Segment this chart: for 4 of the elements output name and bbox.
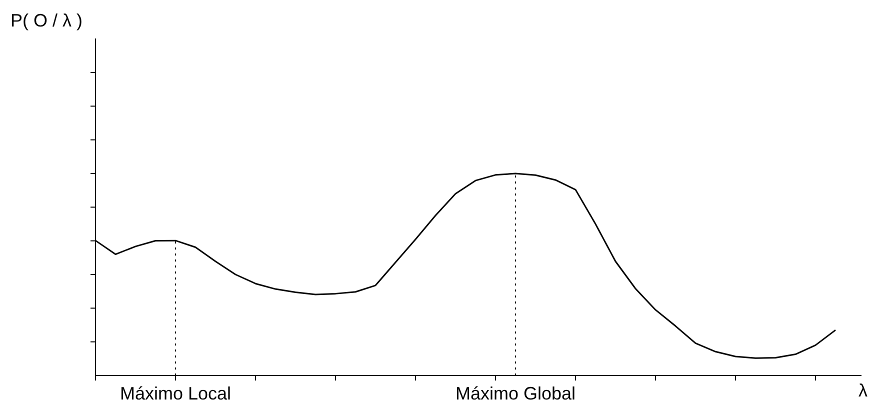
- x-axis-title: λ: [858, 380, 868, 400]
- text: P( O / λ ): [10, 10, 82, 30]
- text: Máximo Global: [455, 384, 576, 404]
- text: Máximo Local: [120, 384, 232, 404]
